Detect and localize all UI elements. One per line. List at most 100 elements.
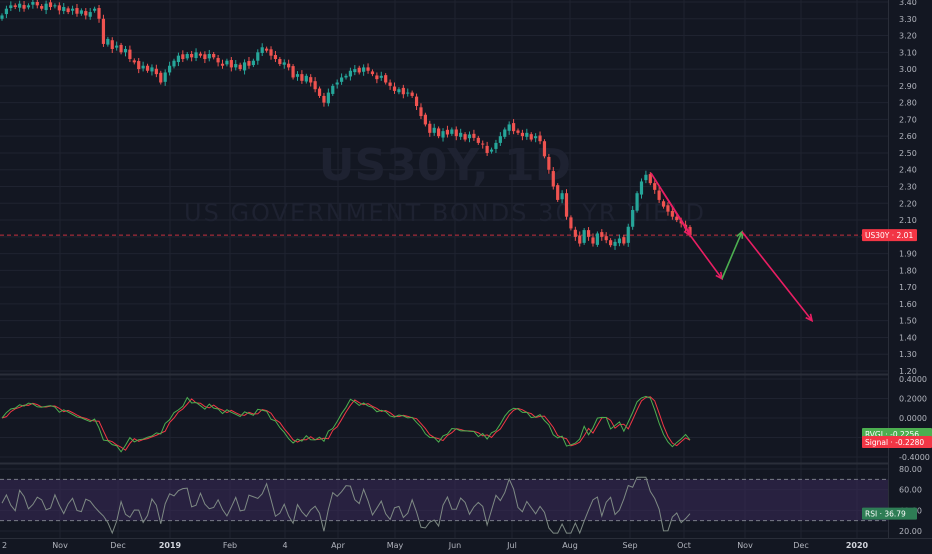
time-tick-label: 2 [2, 541, 7, 550]
candle-body [185, 53, 189, 59]
candle-body [476, 137, 480, 143]
price-tick-label: 2.30 [899, 183, 917, 192]
candle-body [322, 95, 326, 103]
candle-body [137, 61, 141, 70]
rvgi-panel[interactable] [1, 395, 691, 453]
candle-body [251, 60, 255, 66]
candle-body [247, 61, 251, 66]
price-tick-label: 3.30 [899, 15, 917, 24]
candle-body [485, 145, 489, 153]
candle-body [291, 66, 295, 78]
candle-body [62, 7, 66, 12]
rsi-tick-label: 20.00 [899, 527, 922, 536]
candle-body [613, 241, 617, 246]
candle-body [586, 230, 591, 237]
candle-body [163, 72, 167, 82]
candle-body [481, 143, 485, 145]
watermark-name: US GOVERNMENT BONDS 30 YR YIELD [184, 199, 706, 227]
candle-body [344, 75, 348, 78]
rvgi-tick-label: -0.4000 [899, 453, 930, 462]
projection-leg [721, 231, 743, 280]
candle-body [278, 59, 282, 65]
candle-body [97, 8, 101, 19]
candle-body [70, 8, 75, 11]
candle-body [582, 230, 586, 243]
candle-body [489, 149, 494, 152]
candle-body [454, 129, 458, 137]
candle-body [207, 53, 211, 59]
time-tick-label: Jun [448, 541, 462, 550]
candle-body [609, 240, 613, 246]
candle-body [472, 133, 476, 138]
price-tick-label: 2.70 [899, 115, 917, 124]
candle-body [212, 53, 216, 58]
candle-body [357, 67, 361, 73]
time-tick-label: Apr [331, 541, 346, 550]
time-axis[interactable]: 2 Nov Dec 2019 Feb 4 Apr May Jun Jul Aug Sep Oct Nov D… [2, 541, 869, 550]
candle-body [538, 135, 542, 142]
candle-body [591, 237, 595, 244]
candle-body [181, 54, 185, 60]
candle-body [529, 134, 533, 140]
candle-body [194, 52, 198, 59]
candle-body [159, 72, 163, 83]
price-tick-label: 1.20 [899, 367, 917, 376]
candle-body [534, 136, 538, 139]
candle-body [675, 216, 679, 221]
candle-body [216, 58, 220, 63]
price-tick-label: 1.40 [899, 333, 917, 342]
price-tick-label: 3.00 [899, 65, 917, 74]
candle-body [370, 71, 375, 75]
candle-body [339, 77, 344, 82]
rvgi-tag-text: RVGI · -0.2256 [865, 430, 919, 439]
candle-body [225, 60, 229, 65]
candle-body [397, 89, 401, 93]
price-tick-label: 3.40 [899, 0, 917, 7]
time-tick-label: Dec [110, 541, 125, 550]
candle-body [35, 2, 39, 6]
candle-body [287, 63, 291, 68]
candle-body [234, 64, 238, 68]
time-tick-label: May [387, 541, 404, 550]
signal-line [1, 396, 691, 451]
candle-body [220, 63, 225, 66]
candle-body [670, 210, 674, 217]
candle-body [115, 45, 119, 48]
candle-body [401, 87, 405, 95]
rvgi-tick-label: 0.0000 [899, 414, 927, 423]
candle-body [525, 132, 529, 137]
candle-body [392, 86, 397, 91]
candle-body [0, 15, 4, 19]
candle-body [653, 183, 657, 190]
candle-body [520, 132, 525, 137]
candle-body [578, 235, 582, 244]
price-axis[interactable]: 1.201.301.401.501.601.701.801.902.002.10… [899, 0, 917, 376]
rvgi-tick-label: 0.2000 [899, 395, 927, 404]
price-tick-label: 1.50 [899, 317, 917, 326]
candle-body [467, 134, 472, 139]
candle-body [304, 75, 308, 82]
candle-body [595, 233, 599, 245]
price-tick-label: 2.20 [899, 199, 917, 208]
candle-body [176, 55, 181, 63]
price-tick-label: 1.80 [899, 266, 917, 275]
candle-body [353, 69, 357, 73]
price-tick-label: 1.70 [899, 283, 917, 292]
projection-drawing[interactable] [650, 172, 814, 323]
candle-body [40, 6, 44, 9]
rvgi-tick-label: 0.4000 [899, 375, 927, 384]
candle-body [498, 136, 502, 143]
candle-body [661, 201, 666, 207]
candle-body [295, 74, 300, 77]
grid-lines [0, 0, 888, 538]
candle-body [406, 92, 410, 94]
time-tick-label: Jul [506, 541, 517, 550]
candle-body [101, 18, 106, 44]
time-tick-label: 4 [282, 541, 287, 550]
rsi-panel[interactable] [0, 476, 888, 535]
candle-body [366, 67, 370, 71]
candle-body [437, 128, 441, 137]
candle-body [265, 48, 269, 51]
candle-body [600, 232, 604, 237]
